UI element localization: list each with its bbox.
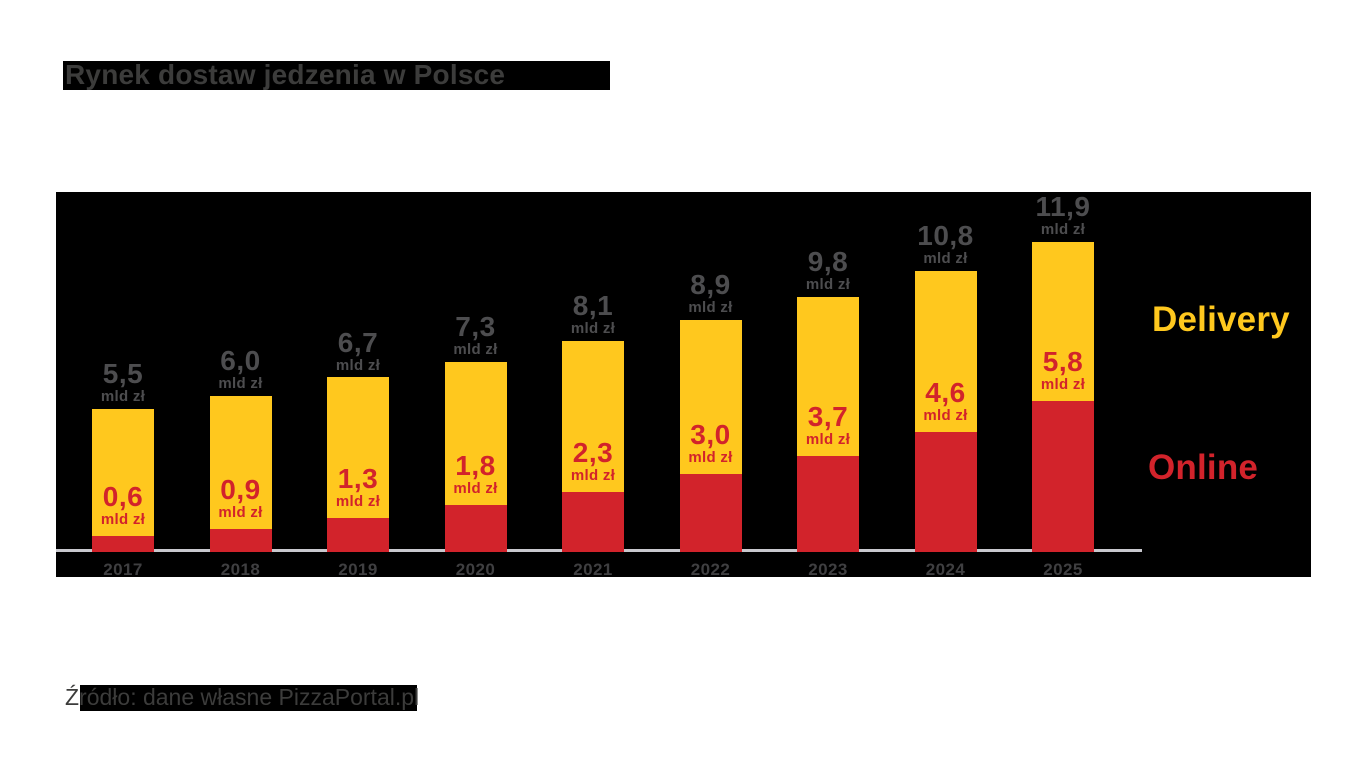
online-unit: mld zł	[570, 467, 616, 485]
year-label: 2021	[573, 560, 613, 579]
delivery-bar-segment	[444, 361, 507, 506]
total-value: 9,8	[807, 245, 849, 277]
online-unit: mld zł	[100, 511, 146, 529]
online-unit: mld zł	[218, 503, 263, 521]
year-label: 2022	[690, 560, 731, 579]
total-value: 8,1	[572, 290, 614, 321]
year-label: 2019	[338, 560, 378, 579]
total-value-label: 6,7 mld zł	[293, 326, 423, 374]
online-bar-segment	[914, 432, 977, 552]
online-bar-segment	[562, 492, 624, 552]
bar-group-2022: 8,9 mld zł 3,0 mld zł 2022	[679, 192, 742, 579]
legend-online-label: Online	[1148, 448, 1259, 487]
online-bar-segment	[1032, 400, 1094, 552]
online-value-label: 0,9 mld zł	[176, 473, 306, 521]
total-value: 8,9	[690, 269, 731, 301]
online-unit: mld zł	[688, 448, 733, 466]
page-title: Rynek dostaw jedzenia w Polsce	[65, 59, 506, 90]
total-value-label: 6,0 mld zł	[176, 344, 306, 392]
total-value: 6,0	[220, 344, 261, 376]
legend-delivery-label: Delivery	[1152, 300, 1290, 339]
online-value: 2,3	[572, 437, 614, 469]
total-unit: mld zł	[570, 320, 616, 337]
online-bar-segment	[797, 455, 859, 552]
online-value-label: 1,3 mld zł	[293, 463, 423, 511]
online-value: 0,9	[220, 473, 261, 505]
total-unit: mld zł	[1040, 221, 1086, 238]
bar-group-2020: 7,3 mld zł 1,8 mld zł 2020	[444, 192, 507, 579]
online-unit: mld zł	[1040, 375, 1086, 393]
online-unit: mld zł	[453, 480, 498, 498]
total-value: 7,3	[455, 310, 496, 342]
year-label: 2023	[808, 560, 848, 579]
online-value: 3,7	[807, 400, 849, 432]
delivery-bar-segment	[209, 395, 272, 529]
online-value: 1,3	[337, 463, 379, 495]
total-unit: mld zł	[335, 356, 381, 374]
total-unit: mld zł	[100, 387, 146, 405]
total-value-label: 8,9 mld zł	[646, 269, 776, 317]
online-value: 1,8	[455, 450, 496, 482]
online-unit: mld zł	[923, 407, 968, 425]
online-value-label: 5,8 mld zł	[998, 345, 1128, 393]
year-label: 2024	[925, 560, 966, 579]
bar-group-2019: 6,7 mld zł 1,3 mld zł 2019	[327, 192, 389, 579]
online-value: 4,6	[925, 377, 966, 409]
delivery-bar-segment	[327, 377, 389, 519]
delivery-bar-segment	[797, 296, 859, 456]
total-value-label: 7,3 mld zł	[411, 310, 541, 358]
delivery-bar-segment	[914, 270, 977, 433]
online-bar-segment	[444, 505, 507, 552]
delivery-bar-segment	[562, 341, 624, 493]
delivery-bar-segment	[679, 320, 742, 474]
online-bar-segment	[209, 528, 272, 552]
bar-group-2025: 11,9 mld zł 5,8 mld zł 2025	[1032, 192, 1094, 579]
total-value-label: 5,5 mld zł	[58, 357, 188, 405]
source-highlight-box	[80, 685, 417, 711]
online-value-label: 3,7 mld zł	[763, 400, 893, 448]
year-label: 2018	[220, 560, 261, 579]
bar-group-2021: 8,1 mld zł 2,3 mld zł 2021	[562, 192, 624, 579]
online-value: 3,0	[690, 418, 731, 450]
total-value-label: 11,9 mld zł	[998, 191, 1128, 238]
total-value-label: 9,8 mld zł	[763, 245, 893, 293]
online-value-label: 4,6 mld zł	[881, 377, 1011, 425]
online-value-label: 3,0 mld zł	[646, 418, 776, 466]
chart-area: 5,5 mld zł 0,6 mld zł 2017 6,0 mld zł 0,9 mld zł…	[56, 192, 1311, 579]
online-value: 5,8	[1042, 345, 1084, 377]
delivery-bar-segment	[92, 408, 154, 537]
online-value-label: 0,6 mld zł	[58, 481, 188, 529]
bar-group-2023: 9,8 mld zł 3,7 mld zł 2023	[797, 192, 859, 579]
bar-group-2017: 5,5 mld zł 0,6 mld zł 2017	[92, 192, 154, 579]
delivery-bar-segment	[1032, 242, 1094, 401]
total-value-label: 10,8 mld zł	[881, 219, 1011, 267]
total-unit: mld zł	[453, 340, 498, 358]
total-value: 11,9	[1035, 191, 1091, 222]
total-value: 5,5	[102, 357, 144, 389]
online-value-label: 2,3 mld zł	[528, 437, 658, 485]
year-label: 2025	[1043, 560, 1083, 579]
online-bar-segment	[92, 536, 154, 552]
total-value: 10,8	[917, 219, 974, 251]
year-label: 2017	[103, 560, 143, 579]
year-label: 2020	[455, 560, 496, 579]
total-unit: mld zł	[688, 299, 733, 317]
online-unit: mld zł	[335, 493, 381, 511]
bar-group-2024: 10,8 mld zł 4,6 mld zł 2024	[914, 192, 977, 579]
source-note: Źródło: dane własne PizzaPortal.pl	[65, 684, 420, 710]
bar-group-2018: 6,0 mld zł 0,9 mld zł 2018	[209, 192, 272, 579]
total-unit: mld zł	[218, 374, 263, 392]
online-value-label: 1,8 mld zł	[411, 450, 541, 498]
online-unit: mld zł	[805, 430, 851, 448]
total-unit: mld zł	[923, 249, 968, 267]
total-unit: mld zł	[805, 275, 851, 293]
total-value-label: 8,1 mld zł	[528, 290, 658, 337]
online-value: 0,6	[102, 481, 144, 513]
title-highlight-box	[63, 61, 610, 90]
total-value: 6,7	[337, 326, 379, 358]
online-bar-segment	[679, 473, 742, 552]
online-bar-segment	[327, 518, 389, 552]
